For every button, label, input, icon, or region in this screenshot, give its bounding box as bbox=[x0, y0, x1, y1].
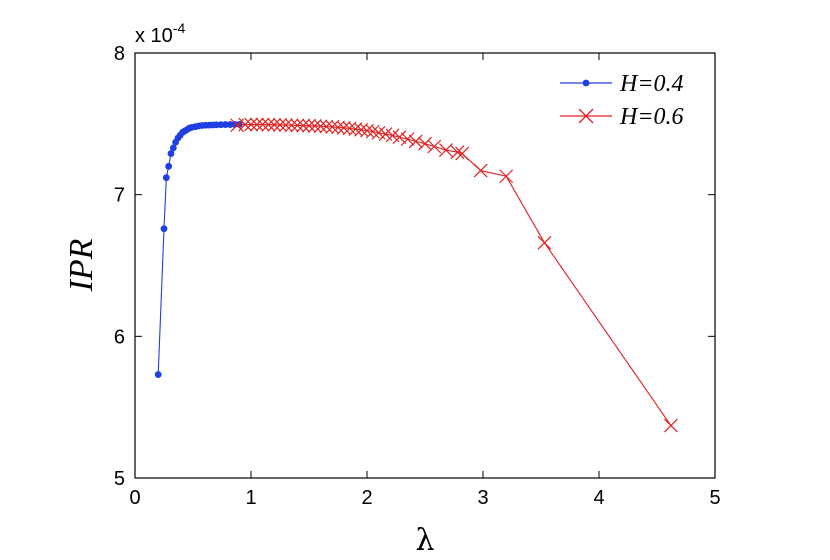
data-point-dot bbox=[154, 371, 162, 378]
data-point-x bbox=[392, 130, 407, 145]
data-point-x bbox=[238, 117, 253, 132]
x-tick-label: 2 bbox=[361, 487, 372, 509]
data-point-x bbox=[499, 169, 514, 184]
x-tick-label: 1 bbox=[245, 487, 256, 509]
legend-label-h04: H=0.4 bbox=[619, 71, 684, 97]
data-point-x bbox=[450, 145, 465, 160]
data-point-x bbox=[336, 120, 351, 135]
data-point-x bbox=[438, 143, 453, 157]
series-layer bbox=[154, 117, 678, 433]
data-point-x bbox=[354, 122, 369, 137]
x-tick-label: 0 bbox=[129, 487, 140, 509]
data-point-dot bbox=[169, 144, 177, 152]
data-point-x bbox=[455, 146, 470, 161]
data-point-x bbox=[313, 119, 328, 134]
data-point-x bbox=[255, 117, 270, 132]
y-tick-label: 6 bbox=[114, 326, 125, 348]
series-h06 bbox=[230, 117, 678, 433]
legend-box bbox=[540, 62, 705, 134]
data-point-x bbox=[325, 120, 340, 134]
data-point-x bbox=[348, 122, 363, 136]
data-point-x bbox=[418, 136, 432, 151]
y-tick-label: 8 bbox=[114, 43, 125, 65]
data-point-x bbox=[267, 117, 282, 132]
data-point-x bbox=[331, 120, 345, 135]
plot-frame bbox=[134, 52, 716, 479]
data-point-x bbox=[261, 117, 276, 132]
data-point-dot bbox=[167, 150, 175, 157]
data-point-x bbox=[296, 118, 311, 133]
y-tick-label: 5 bbox=[114, 468, 125, 490]
y-multiplier-label: x 10-4 bbox=[135, 20, 185, 47]
data-point-dot bbox=[160, 225, 168, 233]
y-tick-label: 7 bbox=[114, 185, 125, 207]
data-point-x bbox=[278, 118, 293, 133]
legend-marker-h06 bbox=[578, 108, 594, 124]
data-point-dot bbox=[162, 174, 170, 182]
data-point-x bbox=[537, 235, 552, 250]
x-axis-label: λ bbox=[415, 523, 434, 558]
x-tick-label: 4 bbox=[593, 487, 604, 509]
data-point-x bbox=[342, 121, 357, 136]
data-point-dot bbox=[165, 162, 173, 170]
data-point-x bbox=[365, 124, 380, 139]
legend-label-h06: H=0.6 bbox=[619, 104, 684, 130]
data-point-x bbox=[473, 163, 488, 178]
data-point-x bbox=[360, 123, 374, 138]
data-point-x bbox=[249, 117, 264, 132]
data-point-x bbox=[290, 118, 305, 133]
data-point-x bbox=[408, 134, 423, 149]
data-point-x bbox=[319, 119, 334, 134]
x-tick-label: 3 bbox=[477, 487, 488, 509]
data-point-x bbox=[427, 139, 442, 154]
data-point-x bbox=[244, 117, 258, 132]
y-axis-label: IPR bbox=[63, 238, 100, 292]
data-point-x bbox=[400, 132, 415, 147]
data-point-x bbox=[302, 118, 316, 133]
data-point-x bbox=[273, 118, 287, 132]
legend-marker-h04 bbox=[582, 79, 590, 87]
data-point-x bbox=[307, 119, 322, 133]
data-point-x bbox=[663, 418, 678, 433]
data-point-x bbox=[284, 118, 299, 133]
ticks-layer: 0 1 2 3 4 5 5 6 7 8 bbox=[114, 43, 721, 509]
x-tick-label: 5 bbox=[709, 487, 720, 509]
legend: H=0.4 H=0.6 bbox=[540, 62, 705, 134]
